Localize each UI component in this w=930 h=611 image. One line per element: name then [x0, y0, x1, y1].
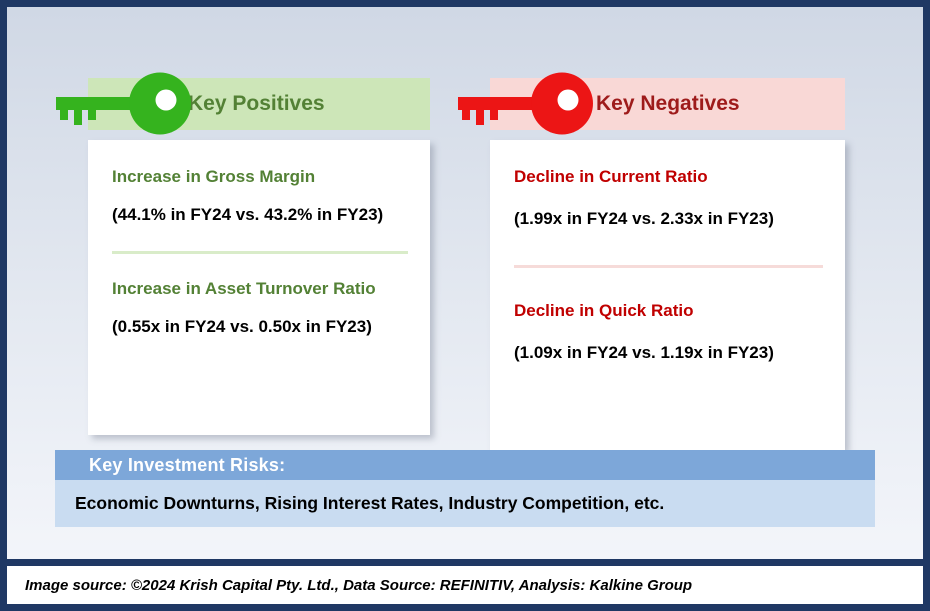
red-key-icon	[455, 69, 597, 139]
positive-item-detail: (44.1% in FY24 vs. 43.2% in FY23)	[112, 205, 384, 225]
green-key-icon	[53, 69, 195, 139]
negatives-card: Decline in Current Ratio (1.99x in FY24 …	[490, 140, 845, 450]
main-area: Key Positives Key Negatives Increase in …	[7, 7, 923, 559]
negative-item: Decline in Quick Ratio (1.09x in FY24 vs…	[514, 298, 823, 367]
footer-attribution: Image source: ©2024 Krish Capital Pty. L…	[7, 566, 923, 604]
footer-text: Image source: ©2024 Krish Capital Pty. L…	[25, 576, 693, 594]
negative-item-detail: (1.99x in FY24 vs. 2.33x in FY23)	[514, 209, 774, 229]
key-positives-title: Key Positives	[188, 92, 325, 115]
positive-item: Increase in Asset Turnover Ratio (0.55x …	[112, 276, 408, 341]
positive-item: Increase in Gross Margin (44.1% in FY24 …	[112, 164, 408, 229]
positives-card: Increase in Gross Margin (44.1% in FY24 …	[88, 140, 430, 435]
negative-item-detail: (1.09x in FY24 vs. 1.19x in FY23)	[514, 343, 774, 363]
negative-item: Decline in Current Ratio (1.99x in FY24 …	[514, 164, 823, 233]
pink-divider	[514, 264, 823, 268]
positive-item-detail: (0.55x in FY24 vs. 0.50x in FY23)	[112, 317, 372, 337]
investment-risks-text: Economic Downturns, Rising Interest Rate…	[75, 493, 665, 513]
positive-item-title: Increase in Asset Turnover Ratio	[112, 278, 376, 298]
green-divider	[112, 250, 408, 254]
investment-risks-header: Key Investment Risks:	[55, 450, 875, 480]
key-negatives-title: Key Negatives	[596, 92, 740, 115]
investment-risks-title: Key Investment Risks:	[89, 454, 286, 475]
positive-item-title: Increase in Gross Margin	[112, 167, 316, 186]
investment-risks-body: Economic Downturns, Rising Interest Rate…	[55, 480, 875, 527]
negative-item-title: Decline in Current Ratio	[514, 167, 708, 186]
negative-item-title: Decline in Quick Ratio	[514, 300, 694, 320]
